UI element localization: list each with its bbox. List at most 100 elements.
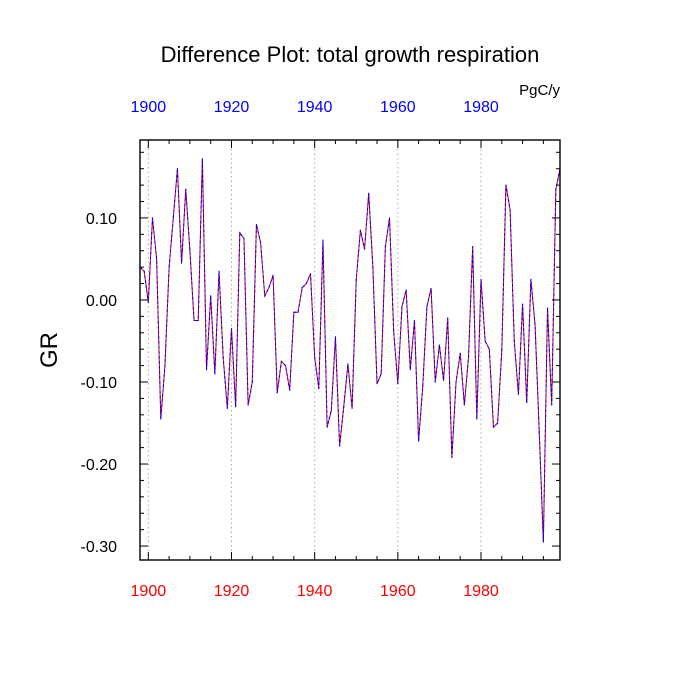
y-tick-label-1: 0.00 bbox=[86, 293, 117, 310]
plot-frame bbox=[139, 139, 561, 561]
x-tick-label-bottom-1980: 1980 bbox=[463, 583, 499, 600]
data-point-1922 bbox=[239, 232, 241, 234]
data-point-1980 bbox=[480, 278, 482, 281]
data-point-1968 bbox=[430, 287, 432, 290]
data-point-1938 bbox=[305, 282, 307, 285]
y-axis-label: GR bbox=[36, 332, 63, 368]
data-point-1924 bbox=[247, 404, 249, 406]
data-point-1908 bbox=[180, 262, 183, 264]
data-point-1958 bbox=[388, 217, 391, 219]
data-point-1953 bbox=[368, 192, 370, 194]
data-point-1913 bbox=[201, 158, 203, 160]
data-point-1956 bbox=[380, 373, 382, 375]
data-point-1973 bbox=[451, 456, 453, 459]
data-point-1934 bbox=[289, 389, 291, 391]
data-point-1937 bbox=[301, 287, 303, 289]
data-point-1912 bbox=[197, 319, 199, 322]
data-point-1957 bbox=[384, 246, 386, 248]
data-point-1965 bbox=[418, 440, 420, 442]
x-tick-label-top-1980: 1980 bbox=[463, 99, 499, 116]
data-point-1974 bbox=[455, 381, 457, 383]
data-point-1977 bbox=[467, 356, 470, 358]
series-line-red-0 bbox=[139, 158, 561, 542]
x-tick-label-top-1920: 1920 bbox=[214, 99, 250, 116]
x-tick-label-top-1900: 1900 bbox=[131, 99, 167, 116]
data-point-1901 bbox=[151, 217, 154, 219]
data-point-1964 bbox=[413, 319, 416, 322]
data-point-1925 bbox=[251, 381, 253, 383]
data-point-1972 bbox=[447, 317, 449, 319]
data-point-1928 bbox=[264, 295, 266, 297]
units-label: PgC/y bbox=[519, 82, 560, 99]
data-point-1929 bbox=[268, 287, 270, 289]
data-point-1920 bbox=[230, 328, 233, 330]
data-point-1917 bbox=[218, 270, 220, 272]
data-point-1926 bbox=[255, 223, 258, 226]
data-point-1919 bbox=[226, 407, 228, 409]
data-point-1911 bbox=[193, 319, 195, 322]
data-point-1982 bbox=[488, 348, 490, 350]
data-point-1909 bbox=[185, 188, 187, 190]
data-point-1910 bbox=[189, 250, 191, 252]
series-line-blue-0 bbox=[139, 158, 561, 542]
data-point-1997 bbox=[551, 404, 553, 406]
data-point-1936 bbox=[297, 311, 299, 313]
tick-labels: 1900 1900 1920 1920 1940 1940 1960 1960 1980 1980… bbox=[81, 99, 499, 600]
y-tick-label-3: -0.20 bbox=[81, 457, 118, 474]
data-point-1971 bbox=[442, 379, 445, 381]
data-point-1914 bbox=[205, 369, 208, 371]
data-point-1995 bbox=[542, 541, 544, 543]
data-point-1976 bbox=[463, 404, 465, 406]
data-point-1984 bbox=[497, 422, 499, 424]
data-point-1963 bbox=[409, 369, 411, 371]
data-point-1939 bbox=[309, 273, 312, 275]
data-point-1962 bbox=[405, 289, 407, 291]
data-point-1986 bbox=[505, 184, 507, 186]
data-point-1959 bbox=[393, 330, 395, 332]
data-point-1930 bbox=[272, 274, 274, 276]
data-point-1947 bbox=[343, 406, 345, 408]
data-point-1991 bbox=[526, 401, 528, 404]
data-point-1949 bbox=[351, 407, 353, 409]
y-tick-label-4: -0.30 bbox=[81, 539, 118, 556]
data-point-1979 bbox=[476, 418, 478, 420]
data-point-1954 bbox=[372, 266, 374, 268]
chart-title: Difference Plot: total growth respiratio… bbox=[161, 42, 540, 67]
data-point-1907 bbox=[176, 168, 179, 170]
data-point-1998 bbox=[555, 188, 557, 190]
data-point-1951 bbox=[359, 229, 361, 231]
data-point-1942 bbox=[322, 239, 324, 241]
data-point-1944 bbox=[330, 410, 332, 412]
data-point-1902 bbox=[156, 258, 158, 260]
data-point-1923 bbox=[243, 237, 245, 240]
data-point-1981 bbox=[484, 340, 486, 342]
data-point-1975 bbox=[459, 352, 461, 354]
data-point-1940 bbox=[314, 356, 316, 358]
data-point-1987 bbox=[509, 209, 511, 211]
y-tick-label-0: 0.10 bbox=[86, 211, 117, 228]
data-point-1905 bbox=[168, 266, 170, 268]
tick-marks bbox=[140, 140, 560, 560]
data-point-1946 bbox=[339, 445, 341, 447]
data-point-1985 bbox=[501, 350, 503, 352]
x-tick-label-bottom-1920: 1920 bbox=[214, 583, 250, 600]
data-point-1992 bbox=[530, 278, 532, 281]
data-point-1899 bbox=[143, 270, 145, 272]
data-point-1967 bbox=[426, 305, 428, 308]
data-point-1955 bbox=[376, 383, 378, 385]
x-tick-label-bottom-1960: 1960 bbox=[380, 583, 416, 600]
data-point-1993 bbox=[534, 323, 536, 326]
data-point-1918 bbox=[222, 356, 224, 358]
data-point-1941 bbox=[318, 387, 320, 390]
data-point-1996 bbox=[546, 307, 549, 309]
data-point-1978 bbox=[472, 246, 474, 248]
data-point-1906 bbox=[172, 217, 174, 219]
x-tick-label-top-1960: 1960 bbox=[380, 99, 416, 116]
data-point-1927 bbox=[259, 241, 262, 244]
data-point-1990 bbox=[521, 303, 524, 305]
data-point-1904 bbox=[164, 364, 166, 367]
data-point-1903 bbox=[160, 418, 162, 420]
data-point-1989 bbox=[517, 393, 520, 395]
data-point-1915 bbox=[210, 295, 212, 297]
